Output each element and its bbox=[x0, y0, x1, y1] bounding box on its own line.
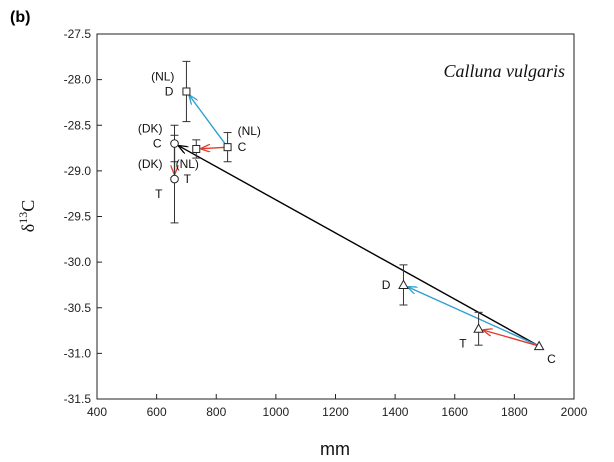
species-annotation: Calluna vulgaris bbox=[443, 61, 565, 81]
y-axis-title-tail: C bbox=[18, 200, 38, 212]
x-tick-label: 400 bbox=[87, 405, 107, 419]
data-point-triangle bbox=[473, 323, 484, 333]
y-axis-title-superscript: 13 bbox=[16, 212, 30, 224]
trend-arrow bbox=[189, 96, 229, 148]
y-tick-label: -31.0 bbox=[64, 346, 92, 360]
trend-arrow bbox=[201, 147, 228, 149]
data-point-circle bbox=[170, 139, 179, 148]
error-bars-layer bbox=[170, 60, 483, 346]
x-tick-label: 1400 bbox=[382, 405, 409, 419]
point-label: C bbox=[153, 137, 162, 151]
panel-label: (b) bbox=[10, 9, 30, 26]
point-label: (DK) bbox=[138, 157, 163, 171]
data-point-square bbox=[182, 87, 191, 96]
x-tick-label: 1200 bbox=[322, 405, 349, 419]
x-tick-label: 2000 bbox=[561, 405, 588, 419]
x-tick-label: 1800 bbox=[501, 405, 528, 419]
data-point-triangle bbox=[533, 340, 545, 351]
point-label: (NL) bbox=[151, 69, 174, 83]
y-tick-label: -30.0 bbox=[64, 255, 92, 269]
point-label: C bbox=[238, 140, 247, 154]
trend-arrow bbox=[483, 330, 540, 347]
point-label: D bbox=[165, 84, 174, 98]
data-point-triangle bbox=[398, 279, 409, 289]
y-tick-label: -28.0 bbox=[64, 73, 92, 87]
y-axis-ticks: -27.5 -28.0 -28.5 -29.0 -29.5 -30.0 -30.5 -31.0… bbox=[64, 27, 102, 406]
data-point-square bbox=[192, 144, 201, 153]
point-label: T bbox=[184, 172, 192, 186]
y-axis-title: δ13C bbox=[16, 200, 38, 233]
data-point-circle bbox=[170, 174, 179, 184]
x-tick-label: 1000 bbox=[263, 405, 290, 419]
y-tick-label: -31.5 bbox=[64, 392, 92, 406]
x-axis-title: mm bbox=[320, 439, 350, 459]
markers-layer bbox=[170, 87, 545, 351]
point-label: D bbox=[382, 278, 391, 292]
point-label: (NL) bbox=[238, 124, 261, 138]
arrows-layer bbox=[175, 96, 540, 347]
point-label: (DK) bbox=[138, 122, 163, 136]
y-tick-label: -30.5 bbox=[64, 301, 92, 315]
x-tick-label: 1600 bbox=[441, 405, 468, 419]
trend-arrow bbox=[408, 287, 540, 347]
y-tick-label: -27.5 bbox=[64, 27, 92, 41]
y-tick-label: -28.5 bbox=[64, 118, 92, 132]
y-axis-title-delta: δ bbox=[18, 224, 38, 232]
x-tick-label: 600 bbox=[147, 405, 167, 419]
point-label: (NL) bbox=[176, 157, 199, 171]
x-axis-ticks: 400 600 800 1000 1200 1400 1600 1800 2000 bbox=[87, 394, 588, 419]
y-tick-label: -29.0 bbox=[64, 164, 92, 178]
point-label: C bbox=[547, 352, 556, 366]
y-tick-label: -29.5 bbox=[64, 210, 92, 224]
trend-arrow bbox=[179, 146, 540, 347]
data-point-square bbox=[223, 143, 232, 152]
x-tick-label: 800 bbox=[206, 405, 226, 419]
point-label: T bbox=[155, 187, 163, 201]
point-label: T bbox=[459, 337, 467, 351]
